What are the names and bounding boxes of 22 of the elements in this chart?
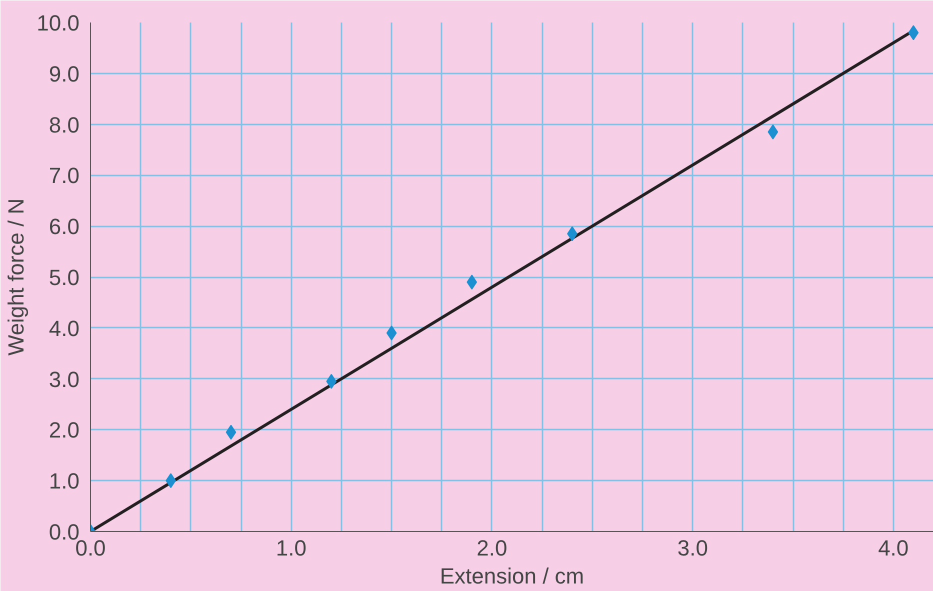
x-tick-label: 1.0 [276,536,307,560]
point [466,274,478,290]
x-tick-label: 2.0 [476,536,508,560]
point [326,374,337,389]
x-tick-label: 3.0 [677,536,708,560]
x-tick-label: 4.0 [878,536,909,560]
y-tick-label: 9.0 [48,61,80,86]
y-tick-label: 2.0 [48,418,80,443]
y-tick-label: 8.0 [48,112,80,138]
point [226,424,236,440]
y-tick-label: 10.0 [36,10,80,36]
y-tick-label: 1.0 [48,468,80,494]
point [386,325,397,340]
x-axis-title: Extension / cm [440,564,584,588]
y-tick-label: 4.0 [48,316,80,341]
y-axis-title: Weight force / N [4,198,29,356]
y-tick-label: 5.0 [48,265,80,290]
y-tick-label: 3.0 [48,366,80,392]
point [908,25,919,40]
y-tick-label: 7.0 [48,163,80,188]
y-tick-label: 6.0 [48,214,80,240]
point [768,124,778,140]
